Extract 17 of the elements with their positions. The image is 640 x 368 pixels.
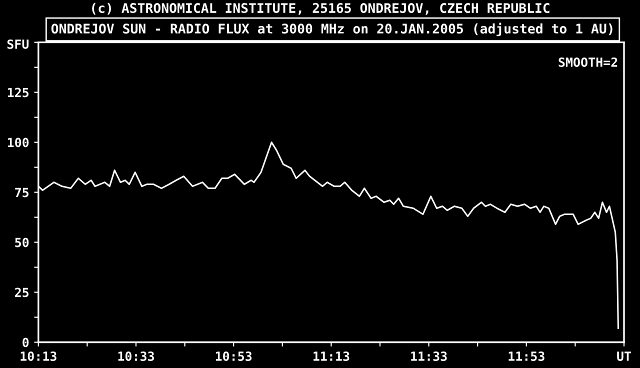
x-tick-label: 10:53 (216, 351, 252, 361)
y-tick-label: 75 (15, 188, 29, 198)
annotation: SMOOTH=2 (558, 57, 618, 67)
x-tick-label: 11:33 (411, 351, 447, 361)
y-tick-label: 125 (8, 88, 29, 98)
y-tick-label: 100 (8, 138, 29, 148)
y-tick-label: 50 (15, 238, 29, 248)
chart-title: (c) ASTRONOMICAL INSTITUTE, 25165 ONDREJOV, CZECH REPUBLIC (92, 2, 550, 15)
y-axis-title: SFU (7, 39, 29, 49)
x-tick-label: 11:13 (314, 351, 350, 361)
x-tick-label: UT (617, 352, 631, 361)
x-tick-label: 10:33 (118, 351, 154, 361)
y-tick-label: 25 (15, 288, 29, 298)
x-tick-label: 11:53 (508, 351, 544, 361)
y-tick-label: 0 (22, 338, 29, 348)
chart-subtitle: ONDREJOV SUN - RADIO FLUX at 3000 MHz on 20.JAN.2005 (adjusted to 1 AU) (51, 22, 612, 36)
x-tick-label: 10:13 (20, 351, 56, 361)
